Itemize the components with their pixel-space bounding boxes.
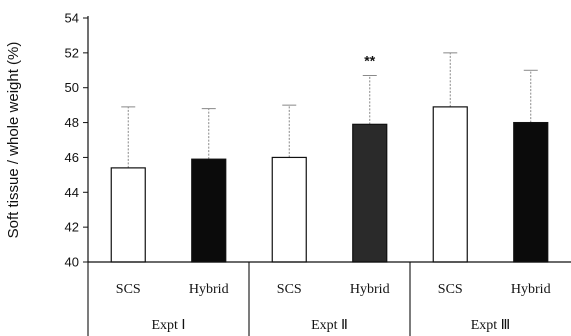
y-tick-label: 42	[65, 220, 79, 235]
bars: **	[110, 52, 549, 263]
y-tick-label: 54	[65, 11, 79, 26]
group-label: Expt Ⅰ	[151, 318, 185, 333]
y-tick-label: 46	[65, 150, 79, 165]
y-tick-label: 40	[65, 255, 79, 270]
category-label: Hybrid	[511, 282, 551, 297]
bar	[110, 167, 146, 263]
bar	[191, 158, 227, 263]
significance-label: **	[364, 53, 375, 69]
category-label: SCS	[277, 282, 302, 297]
y-tick-label: 44	[65, 185, 79, 200]
category-label: SCS	[116, 282, 141, 297]
group-label: Expt Ⅱ	[311, 318, 348, 333]
category-label: Hybrid	[189, 282, 229, 297]
bar	[352, 123, 388, 263]
category-label: Hybrid	[350, 282, 390, 297]
group-label: Expt Ⅲ	[471, 318, 511, 333]
y-tick-label: 50	[65, 80, 79, 95]
bar	[432, 106, 468, 263]
y-axis-label: Soft tissue / whole weight (%)	[5, 42, 22, 239]
bar	[513, 121, 549, 263]
y-tick-label: 48	[65, 115, 79, 130]
y-tick-label: 52	[65, 45, 79, 60]
category-label: SCS	[438, 282, 463, 297]
bar	[271, 156, 307, 263]
y-axis: 40 42 44 46 48 50 52 54	[65, 11, 89, 270]
x-axis: Expt Ⅰ SCS Hybrid Expt Ⅱ SCS Hybrid Expt Ⅲ SCS H…	[87, 261, 571, 336]
